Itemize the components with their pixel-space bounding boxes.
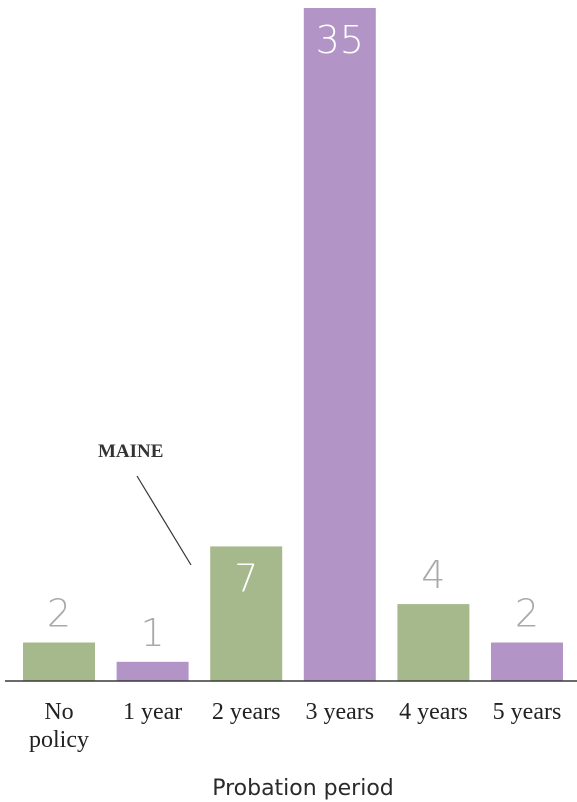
value-label: 2	[47, 592, 71, 636]
bar	[303, 8, 376, 681]
value-label: 7	[234, 556, 258, 600]
category-label: 5 years	[493, 699, 562, 725]
category-label: 3 years	[305, 699, 374, 725]
category-label: 1 year	[123, 699, 182, 725]
value-label: 1	[141, 611, 165, 655]
bar	[23, 642, 95, 681]
bars-layer	[23, 8, 563, 681]
category-label: 4 years	[399, 699, 468, 725]
bar	[397, 604, 470, 681]
bar	[116, 661, 189, 681]
annotation-label: MAINE	[98, 441, 163, 462]
value-label: 4	[421, 553, 445, 597]
bar	[491, 642, 563, 681]
bar	[210, 546, 283, 681]
category-label: No	[44, 699, 73, 725]
value-label: 35	[316, 18, 364, 62]
annotation-layer: MAINE	[98, 441, 192, 566]
category-label: 2 years	[212, 699, 281, 725]
value-labels-layer: 2 1 7 35 4 2	[47, 18, 539, 655]
category-label: policy	[29, 727, 89, 753]
annotation-leader-line	[136, 475, 192, 566]
value-label: 2	[515, 592, 539, 636]
x-axis-title: Probation period	[212, 776, 394, 801]
